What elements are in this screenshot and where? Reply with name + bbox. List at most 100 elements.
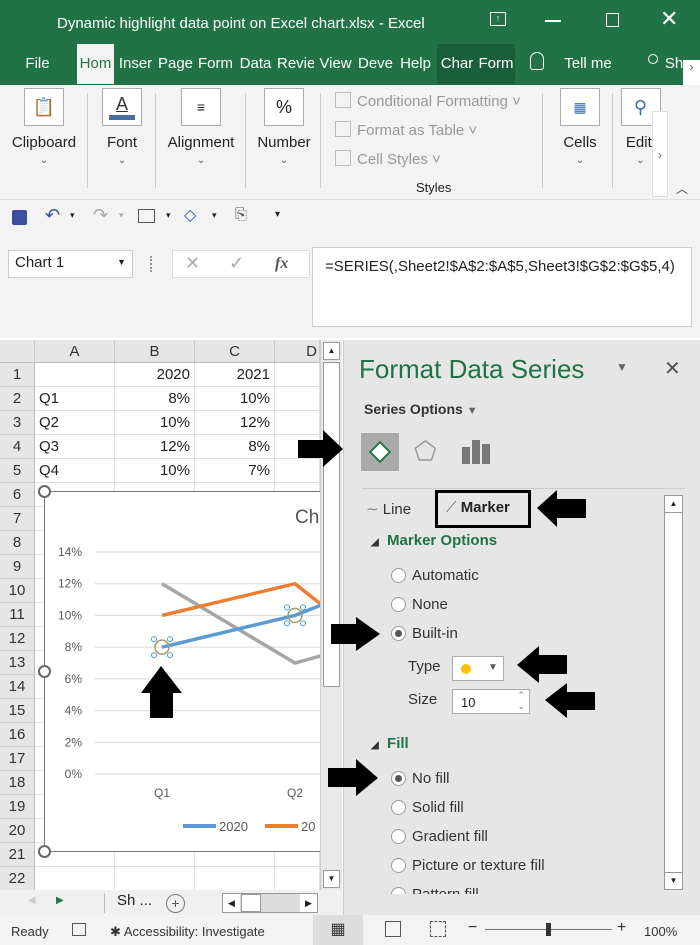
row-header[interactable]: 15 bbox=[0, 699, 35, 723]
no-fill-radio[interactable] bbox=[391, 771, 406, 786]
horizontal-scrollbar[interactable]: ◀ ▶ bbox=[222, 893, 318, 913]
cell[interactable]: 12% bbox=[115, 435, 195, 459]
chart-resize-handle[interactable] bbox=[38, 665, 51, 678]
formula-input[interactable]: =SERIES(,Sheet2!$A$2:$A$5,Sheet3!$G$2:$G… bbox=[312, 247, 692, 327]
cell[interactable] bbox=[275, 411, 320, 435]
row-header[interactable]: 7 bbox=[0, 507, 35, 531]
cell[interactable]: 7% bbox=[195, 459, 275, 483]
chart-resize-handle[interactable] bbox=[38, 845, 51, 858]
tab-developer[interactable]: Deve bbox=[357, 55, 394, 72]
column-header[interactable]: A bbox=[35, 340, 115, 363]
worksheet-grid[interactable]: A B C D 1 2 3 4 5 6 7 8 9 10 11 12 13 14 15 16 17 18 19 20 2… bbox=[0, 340, 343, 891]
none-label[interactable]: None bbox=[412, 596, 448, 613]
cell[interactable] bbox=[115, 843, 195, 867]
row-header[interactable]: 14 bbox=[0, 675, 35, 699]
cell-styles-button[interactable]: Cell Styles ˅ bbox=[335, 150, 441, 168]
marker-options-section[interactable]: ◢ Marker Options bbox=[371, 532, 497, 549]
chart-resize-handle[interactable] bbox=[38, 485, 51, 498]
shapes-icon[interactable]: ◇ bbox=[184, 207, 197, 224]
row-header[interactable]: 6 bbox=[0, 483, 35, 507]
row-header[interactable]: 13 bbox=[0, 651, 35, 675]
cell[interactable]: 10% bbox=[115, 459, 195, 483]
shapes-dropdown[interactable]: ▾ bbox=[212, 210, 217, 220]
select-all[interactable] bbox=[0, 340, 35, 363]
tab-format[interactable]: Form bbox=[477, 44, 515, 84]
gradient-fill-radio[interactable] bbox=[391, 829, 406, 844]
tell-me-search[interactable]: Tell me bbox=[564, 55, 612, 72]
next-sheet-button[interactable]: ▶ bbox=[56, 895, 64, 906]
marker-size-spinner[interactable]: 10 ⌃ ⌄ bbox=[452, 689, 530, 714]
accessibility-button[interactable]: ✱ Accessibility: Investigate bbox=[110, 924, 265, 940]
tab-insert[interactable]: Inser bbox=[118, 55, 153, 72]
builtin-radio[interactable] bbox=[391, 626, 406, 641]
cell[interactable]: 8% bbox=[195, 435, 275, 459]
zoom-in-button[interactable]: + bbox=[617, 919, 627, 936]
row-header[interactable]: 20 bbox=[0, 819, 35, 843]
row-header[interactable]: 21 bbox=[0, 843, 35, 867]
fill-line-tab[interactable] bbox=[361, 433, 399, 471]
cell[interactable]: 10% bbox=[115, 411, 195, 435]
name-box[interactable]: Chart 1 ▼ bbox=[8, 250, 133, 278]
cell[interactable]: 2021 bbox=[195, 363, 275, 387]
maximize-button[interactable] bbox=[606, 13, 619, 27]
picture-fill-label[interactable]: Picture or texture fill bbox=[412, 857, 545, 874]
zoom-slider-thumb[interactable] bbox=[546, 923, 551, 936]
column-header[interactable]: D bbox=[275, 340, 320, 363]
cell[interactable]: 12% bbox=[195, 411, 275, 435]
cells-group[interactable]: ▦ Cells ⌄ bbox=[550, 85, 610, 197]
fill-section[interactable]: ◢ Fill bbox=[371, 735, 409, 752]
row-header[interactable]: 10 bbox=[0, 579, 35, 603]
tab-review[interactable]: Revie bbox=[277, 55, 314, 72]
chart[interactable]: Ch 14% 12% 10% 8% 6% 4% 2% 0% Q1 Q2 2020 20 bbox=[44, 491, 320, 852]
column-header[interactable]: C bbox=[195, 340, 275, 363]
cell[interactable] bbox=[275, 363, 320, 387]
row-header[interactable]: 12 bbox=[0, 627, 35, 651]
pane-scrollbar[interactable]: ▲ ▼ bbox=[664, 495, 683, 890]
pane-options-dropdown[interactable]: ▼ bbox=[616, 360, 628, 374]
scroll-left-button[interactable]: ◀ bbox=[223, 894, 240, 912]
cell[interactable] bbox=[275, 387, 320, 411]
cell[interactable] bbox=[195, 843, 275, 867]
cell[interactable]: Q3 bbox=[35, 435, 115, 459]
row-header[interactable]: 1 bbox=[0, 363, 35, 387]
picture-fill-radio[interactable] bbox=[391, 858, 406, 873]
tab-view[interactable]: View bbox=[319, 55, 352, 72]
close-button[interactable]: ✕ bbox=[660, 6, 679, 31]
enter-icon[interactable]: ✓ bbox=[229, 253, 245, 273]
row-header[interactable]: 5 bbox=[0, 459, 35, 483]
gradient-fill-label[interactable]: Gradient fill bbox=[412, 828, 488, 845]
row-header[interactable]: 16 bbox=[0, 723, 35, 747]
scroll-up-button[interactable]: ▲ bbox=[665, 496, 682, 513]
cancel-icon[interactable]: ✕ bbox=[185, 253, 201, 273]
sheet-tab[interactable]: Sh ... bbox=[117, 892, 153, 909]
zoom-level[interactable]: 100% bbox=[644, 924, 678, 939]
line-subtab[interactable]: ∼ Line bbox=[366, 500, 411, 518]
row-header[interactable]: 2 bbox=[0, 387, 35, 411]
insert-function-icon[interactable]: fx bbox=[275, 255, 289, 272]
undo-icon[interactable]: ↶ bbox=[45, 205, 61, 225]
cell[interactable]: Q2 bbox=[35, 411, 115, 435]
row-header[interactable]: 3 bbox=[0, 411, 35, 435]
splitter[interactable] bbox=[150, 256, 153, 272]
row-header[interactable]: 8 bbox=[0, 531, 35, 555]
none-radio[interactable] bbox=[391, 597, 406, 612]
form-icon[interactable] bbox=[138, 209, 155, 223]
solid-fill-radio[interactable] bbox=[391, 800, 406, 815]
conditional-formatting-button[interactable]: Conditional Formatting ˅ bbox=[335, 92, 521, 110]
scroll-up-button[interactable]: ▲ bbox=[323, 342, 340, 360]
ribbon-scroll-right[interactable]: › bbox=[652, 111, 668, 197]
tab-help[interactable]: Help bbox=[400, 55, 431, 72]
page-layout-view-button[interactable] bbox=[385, 921, 401, 937]
font-group[interactable]: A Font ⌄ bbox=[92, 85, 152, 197]
builtin-label[interactable]: Built-in bbox=[412, 625, 458, 642]
scroll-down-button[interactable]: ▼ bbox=[323, 870, 340, 888]
scroll-down-button[interactable]: ▼ bbox=[665, 872, 682, 889]
alignment-group[interactable]: ≡ Alignment ⌄ bbox=[160, 85, 242, 197]
cell[interactable]: Q4 bbox=[35, 459, 115, 483]
tab-chart-design[interactable]: Char bbox=[437, 44, 477, 84]
marker-subtab[interactable]: ⟋ Marker bbox=[435, 490, 531, 528]
automatic-label[interactable]: Automatic bbox=[412, 567, 479, 584]
pattern-fill-label[interactable]: Pattern fill bbox=[412, 886, 479, 894]
row-header[interactable]: 18 bbox=[0, 771, 35, 795]
